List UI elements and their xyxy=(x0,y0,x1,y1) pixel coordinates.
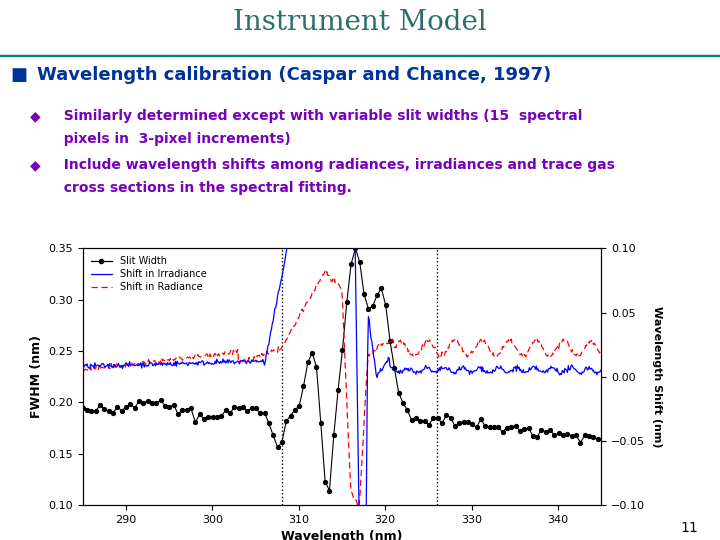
Text: ■: ■ xyxy=(11,66,28,84)
Y-axis label: FWHM (nm): FWHM (nm) xyxy=(30,335,42,418)
Text: pixels in  3-pixel increments): pixels in 3-pixel increments) xyxy=(54,132,291,146)
Text: ◆: ◆ xyxy=(30,158,41,172)
Text: Wavelength calibration (Caspar and Chance, 1997): Wavelength calibration (Caspar and Chanc… xyxy=(37,66,552,84)
X-axis label: Wavelength (nm): Wavelength (nm) xyxy=(282,530,402,540)
Text: ◆: ◆ xyxy=(30,109,41,123)
Text: Include wavelength shifts among radiances, irradiances and trace gas: Include wavelength shifts among radiance… xyxy=(54,158,615,172)
Text: Instrument Model: Instrument Model xyxy=(233,9,487,36)
Legend: Slit Width, Shift in Irradiance, Shift in Radiance: Slit Width, Shift in Irradiance, Shift i… xyxy=(88,253,210,295)
Text: Similarly determined except with variable slit widths (15  spectral: Similarly determined except with variabl… xyxy=(54,109,582,123)
Text: cross sections in the spectral fitting.: cross sections in the spectral fitting. xyxy=(54,181,352,195)
Y-axis label: Wavelength Shift (nm): Wavelength Shift (nm) xyxy=(652,306,662,448)
Text: 11: 11 xyxy=(680,521,698,535)
